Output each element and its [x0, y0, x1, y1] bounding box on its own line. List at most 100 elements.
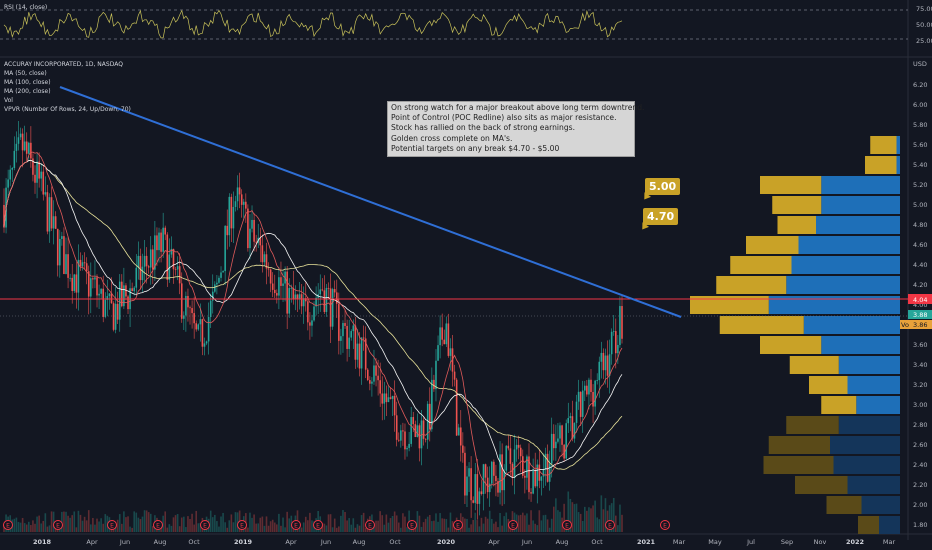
- candle-body: [385, 393, 388, 403]
- annotation-line: Potential targets on any break $4.70 - $…: [391, 143, 560, 153]
- candle-body: [199, 319, 202, 325]
- candle-body: [147, 266, 150, 268]
- candle-body: [255, 241, 257, 243]
- legend-ma100: MA (100, close): [4, 79, 51, 86]
- candle-body: [493, 461, 495, 476]
- price-tick-label: 2.20: [913, 481, 927, 489]
- candle-body: [577, 391, 580, 402]
- target-callout-5-00[interactable]: 5.00: [645, 178, 681, 195]
- volume-bar: [292, 527, 295, 532]
- candle-body: [152, 249, 154, 270]
- candle-body: [327, 287, 330, 289]
- candle-body: [391, 395, 394, 399]
- symbol-title: ACCURAY INCORPORATED, 1D, NASDAQ: [4, 61, 123, 68]
- volume-bars: [3, 491, 623, 532]
- price-tick-label: 2.60: [913, 441, 927, 449]
- candle-body: [521, 456, 524, 476]
- candle-body: [73, 274, 76, 292]
- volume-bar: [418, 515, 421, 532]
- volume-bar: [25, 524, 28, 532]
- volume-bar: [32, 520, 34, 532]
- candle-body: [108, 293, 111, 297]
- target-callout-4-70[interactable]: 4.70: [643, 208, 679, 225]
- candle-body: [34, 174, 36, 183]
- volume-bar: [393, 511, 396, 532]
- candle-body: [106, 296, 109, 300]
- volume-bar: [145, 510, 148, 532]
- time-tick-label: 2022: [846, 538, 864, 546]
- candle-body: [588, 379, 590, 395]
- candle-body: [313, 306, 315, 321]
- volume-bar: [395, 515, 398, 532]
- volume-bar: [346, 520, 348, 532]
- poc-price-badge: [908, 294, 932, 304]
- volume-bar: [269, 521, 272, 532]
- volume-bar: [309, 512, 311, 532]
- candle-body: [52, 216, 55, 229]
- volume-bar: [433, 520, 435, 532]
- earnings-marker: [407, 520, 417, 530]
- volume-bar: [464, 518, 466, 532]
- candle-body: [561, 425, 563, 445]
- volume-bar: [488, 510, 491, 532]
- vpvr-down-bar: [809, 376, 848, 394]
- candle-body: [437, 345, 439, 361]
- candle-body: [536, 464, 539, 487]
- volume-bar: [588, 507, 590, 532]
- time-tick-label: 2019: [234, 538, 253, 546]
- earnings-marker-glyph: E: [511, 523, 515, 530]
- volume-bar: [416, 511, 419, 532]
- vpvr-up-bar: [861, 496, 900, 514]
- time-tick-label: 2018: [33, 538, 52, 546]
- candle-body: [472, 500, 474, 503]
- candle-body: [617, 344, 619, 354]
- time-tick-label: Aug: [154, 538, 167, 546]
- candle-body: [42, 171, 45, 195]
- time-ticks: 2018 Apr Jun Aug Oct 2019 Apr Jun Aug Oct 2020 Apr J…: [33, 538, 896, 546]
- candle-body: [358, 343, 361, 369]
- volume-bar: [400, 527, 402, 532]
- candle-body: [548, 463, 551, 482]
- candle-body: [54, 216, 57, 229]
- volume-bar: [449, 512, 452, 532]
- candle-body: [232, 206, 235, 229]
- vpvr-up-bar: [838, 356, 900, 374]
- vpvr-up-bar: [816, 216, 900, 234]
- candle-body: [77, 259, 80, 293]
- annotation-box[interactable]: On strong watch for a major breakout abo…: [387, 101, 644, 157]
- downtrend-line[interactable]: [59, 86, 682, 318]
- time-tick-label: Oct: [591, 538, 603, 546]
- volume-bar: [67, 515, 69, 532]
- volume-bar: [286, 511, 288, 532]
- volume-bar: [476, 520, 479, 532]
- time-tick-label: May: [708, 538, 722, 546]
- vpvr-up-bar: [803, 316, 900, 334]
- volume-profile: [690, 136, 900, 534]
- candle-body: [273, 289, 276, 294]
- candle-body: [381, 393, 384, 404]
- volume-bar: [112, 527, 115, 532]
- candle-body: [280, 277, 282, 286]
- time-tick-label: Apr: [285, 538, 297, 546]
- candle-body: [356, 343, 359, 360]
- candle-body: [75, 274, 78, 293]
- volume-bar: [478, 526, 481, 532]
- vpvr-up-bar: [821, 196, 900, 214]
- volume-bar: [36, 516, 38, 532]
- price-tick-label: 5.00: [913, 201, 927, 209]
- volume-bar: [501, 525, 503, 532]
- candle-body: [346, 325, 348, 349]
- candle-body: [528, 456, 530, 493]
- candle-body: [160, 232, 162, 252]
- volume-bar: [447, 527, 450, 532]
- volume-bar: [325, 525, 328, 532]
- volume-bar: [534, 523, 536, 532]
- volume-bar: [381, 515, 384, 532]
- earnings-marker-glyph: E: [203, 523, 207, 530]
- candle-body: [323, 290, 326, 312]
- candle-body: [519, 447, 522, 457]
- earnings-marker-glyph: E: [316, 523, 320, 530]
- candle-body: [176, 266, 179, 270]
